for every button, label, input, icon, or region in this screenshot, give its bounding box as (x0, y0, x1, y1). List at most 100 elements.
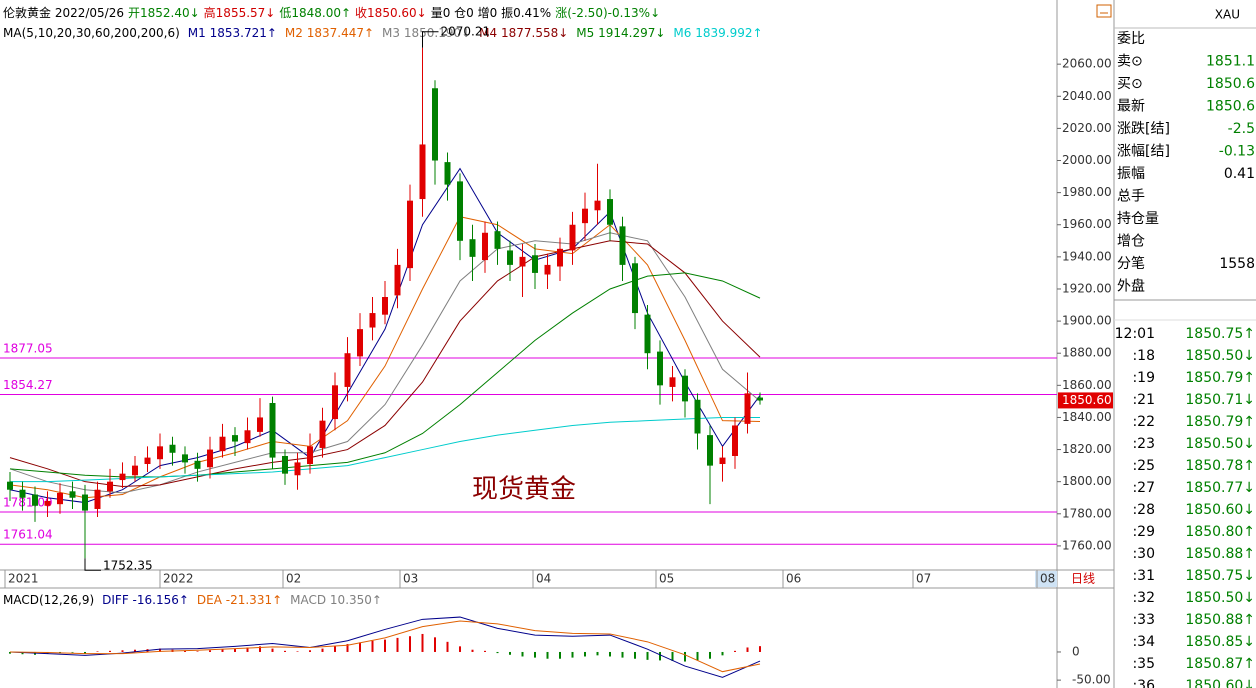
tick-price: 1850.80↑ (1185, 524, 1255, 540)
quote-label: 卖⊙ (1117, 54, 1143, 70)
header-item: 低1848.00↑ (279, 6, 351, 20)
candle-body (332, 385, 338, 420)
candle-body (444, 162, 451, 185)
y-tick-label: 1800.00 (1062, 474, 1112, 488)
y-tick-label: 0 (1072, 644, 1080, 658)
candle-body (482, 232, 488, 261)
candle-body (69, 491, 76, 498)
y-tick-label: 1900.00 (1062, 314, 1112, 328)
ma-line (9, 216, 761, 499)
candle-body (282, 455, 288, 474)
candle-body (569, 224, 576, 251)
candle-body (519, 256, 526, 267)
candle-body (307, 446, 313, 465)
y-tick-label: 2060.00 (1062, 57, 1112, 71)
candle-body (169, 444, 176, 453)
tick-price: 1850.88↑ (1185, 612, 1255, 628)
watermark: 现货黄金 (472, 475, 576, 505)
quote-value: 1558 (1219, 256, 1255, 272)
candle-body (119, 473, 126, 481)
macd-label: MACD(12,26,9) (3, 593, 94, 607)
level-label: 1877.05 (3, 341, 53, 355)
header-item: 涨(-2.50)-0.13%↓ (555, 5, 660, 20)
candle-body (607, 199, 613, 225)
y-tick-label: 1920.00 (1062, 281, 1112, 295)
candle-body (357, 329, 363, 357)
y-tick-label: 1760.00 (1062, 538, 1112, 552)
y-tick-label: 1940.00 (1062, 249, 1112, 263)
tick-price: 1850.79↑ (1185, 370, 1255, 386)
candle-body (144, 457, 151, 465)
header-item: 高1855.57↓ (204, 5, 276, 20)
annotation: 1752.35 (103, 559, 153, 573)
tick-time: :25 (1132, 458, 1155, 474)
candle-body (132, 465, 138, 476)
candle-body (544, 264, 551, 275)
x-tick-label: 2021 (8, 572, 39, 586)
candle-body (269, 402, 276, 458)
ma-label: MA(5,10,20,30,60,200,200,6) (3, 26, 180, 40)
legend-entry: M5 1914.297↓ (576, 26, 665, 40)
legend-entry: M1 1853.721↑ (188, 26, 277, 40)
x-tick-label: 08 (1040, 572, 1055, 586)
quote-label: 持仓量 (1117, 211, 1159, 227)
quote-value: 1851.1 (1206, 54, 1255, 70)
candle-body (732, 425, 738, 456)
level-label: 1761.04 (3, 528, 53, 542)
candle-body (682, 375, 688, 402)
period-label: 日线 (1071, 572, 1095, 586)
candle-body (457, 181, 463, 241)
x-tick-label: 02 (286, 572, 301, 586)
tick-time: :27 (1132, 480, 1155, 496)
candle-body (182, 454, 188, 463)
y-tick-label: 1980.00 (1062, 185, 1112, 199)
ma-line (9, 232, 761, 494)
quote-label: 涨幅[结] (1117, 144, 1170, 160)
legend-entry: M4 1877.558↓ (479, 26, 568, 40)
candle-body (744, 393, 751, 424)
quote-label: 振幅 (1117, 166, 1145, 182)
x-tick-label: 03 (403, 572, 418, 586)
candle-body (694, 399, 701, 434)
candle-body (219, 436, 226, 452)
candle-body (207, 449, 213, 468)
quote-label: 外盘 (1117, 278, 1145, 295)
macd-legend: MACD(12,26,9) DIFF -16.156↑ DEA -21.331↑ MA… (3, 593, 382, 607)
candle-body (57, 492, 63, 505)
legend-entry: M6 1839.992↑ (673, 26, 762, 40)
candle-body (257, 417, 263, 432)
legend-entry: M2 1837.447↑ (285, 26, 374, 40)
tick-price: 1850.60↓ (1185, 502, 1255, 518)
tick-time: :19 (1132, 370, 1155, 386)
tick-time: :22 (1132, 414, 1155, 430)
quote-value: 1850.6 (1206, 99, 1255, 115)
y-tick-label: 1820.00 (1062, 442, 1112, 456)
quote-label: 委比 (1117, 31, 1145, 47)
ma-line (9, 240, 761, 487)
y-tick-label: 2000.00 (1062, 153, 1112, 167)
candle-body (507, 250, 513, 265)
candle-body (719, 457, 726, 465)
tick-price: 1850.75↑ (1185, 326, 1255, 342)
y-tick-label: -50.00 (1072, 673, 1111, 687)
window-icon[interactable] (1096, 4, 1112, 18)
tick-price: 1850.50↓ (1185, 348, 1255, 364)
candle-body (632, 263, 638, 314)
x-tick-label: 07 (916, 572, 931, 586)
tick-time: :30 (1132, 546, 1155, 562)
annotation-line (84, 558, 101, 571)
candle-body (157, 446, 163, 460)
level-label: 1781.09 (3, 496, 53, 510)
tick-time: :28 (1132, 502, 1155, 518)
tick-time: :34 (1132, 634, 1155, 650)
candle-body (44, 500, 51, 506)
candle-body (757, 397, 763, 401)
tick-time: :35 (1132, 656, 1155, 672)
tick-price: 1850.79↑ (1185, 414, 1255, 430)
candle-body (657, 351, 663, 386)
y-tick-label: 1960.00 (1062, 217, 1112, 231)
tick-time: :21 (1132, 392, 1155, 408)
candle-body (707, 435, 713, 466)
candle-body (394, 264, 401, 296)
quote-label: 增仓 (1117, 234, 1145, 250)
